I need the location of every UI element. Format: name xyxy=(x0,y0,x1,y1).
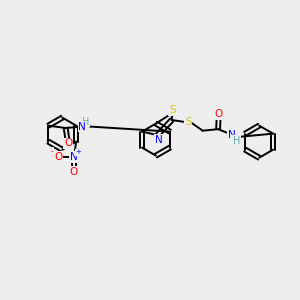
Text: O: O xyxy=(214,109,223,119)
Text: O: O xyxy=(64,139,72,148)
Text: N: N xyxy=(70,152,78,162)
Text: N: N xyxy=(155,135,163,145)
Text: +: + xyxy=(76,149,82,155)
Text: O: O xyxy=(54,152,62,162)
Text: S: S xyxy=(169,105,175,115)
Text: N: N xyxy=(228,130,236,140)
Text: N: N xyxy=(78,122,86,131)
Text: H: H xyxy=(82,117,89,127)
Text: O: O xyxy=(70,167,78,177)
Text: H: H xyxy=(233,136,240,146)
Text: -: - xyxy=(50,147,53,156)
Text: S: S xyxy=(185,117,192,127)
